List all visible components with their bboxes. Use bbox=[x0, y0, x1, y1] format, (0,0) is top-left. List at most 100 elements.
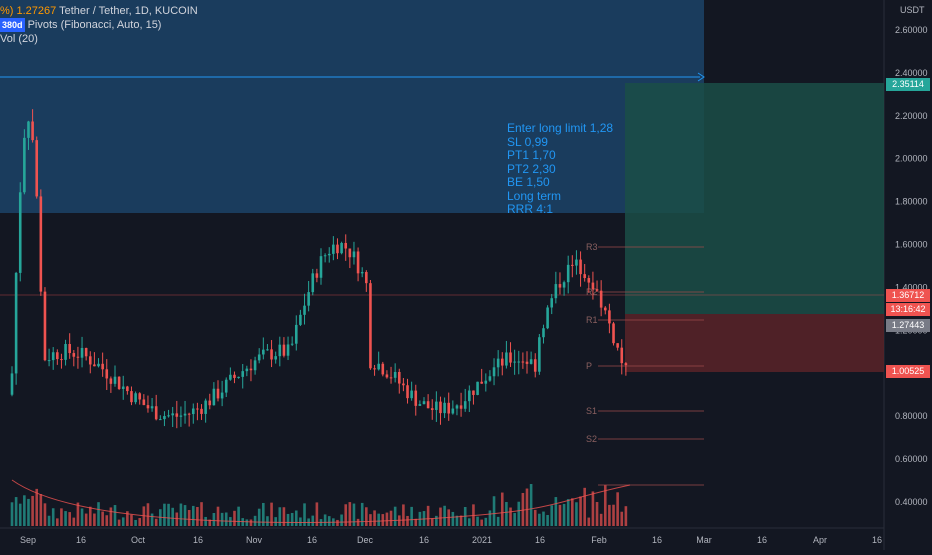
candle-body bbox=[476, 381, 479, 395]
volume-bar bbox=[60, 508, 63, 526]
candle-body bbox=[204, 400, 207, 414]
candle-body bbox=[369, 283, 372, 369]
volume-bar bbox=[274, 517, 277, 526]
candle-body bbox=[480, 381, 483, 384]
volume-bar bbox=[550, 505, 554, 526]
candle-body bbox=[183, 413, 187, 416]
candle-body bbox=[443, 402, 446, 414]
candle-body bbox=[315, 273, 319, 278]
candle-body bbox=[542, 328, 545, 338]
candle-body bbox=[451, 408, 455, 414]
symbol-title-row[interactable]: %) 1.27267 Tether / Tether, 1D, KUCOIN bbox=[0, 4, 198, 18]
candle-body bbox=[241, 371, 245, 377]
candle-body bbox=[533, 359, 537, 372]
candle-body bbox=[488, 376, 492, 381]
volume-bar bbox=[196, 507, 199, 526]
candle-body bbox=[253, 360, 257, 371]
trade-plan-annotation[interactable]: Enter long limit 1,28 SL 0,99 PT1 1,70 P… bbox=[507, 121, 613, 217]
volume-bar bbox=[521, 492, 525, 526]
candle-body bbox=[224, 379, 228, 393]
volume-bar bbox=[224, 512, 228, 526]
candle-body bbox=[612, 323, 615, 344]
volume-bar bbox=[84, 513, 88, 526]
pivot-label: S1 bbox=[586, 406, 597, 416]
pivot-label: R3 bbox=[586, 242, 598, 252]
volume-bar bbox=[249, 519, 253, 526]
volume-bar bbox=[183, 505, 187, 526]
volume-bar bbox=[393, 506, 397, 526]
candle-body bbox=[97, 363, 100, 367]
volume-bar bbox=[389, 510, 393, 526]
volume-bar bbox=[558, 504, 562, 526]
price-tick-label: 2.00000 bbox=[895, 154, 928, 164]
candle-body bbox=[459, 405, 463, 409]
volume-bar bbox=[365, 507, 368, 526]
volume-bar bbox=[216, 506, 220, 526]
indicator-row[interactable]: 380d Pivots (Fibonacci, Auto, 15) bbox=[0, 18, 198, 32]
candle-body bbox=[587, 278, 591, 283]
volume-bar bbox=[278, 507, 282, 526]
candle-body bbox=[294, 324, 298, 344]
candle-body bbox=[583, 274, 586, 279]
volume-bar bbox=[237, 506, 240, 526]
candle-body bbox=[336, 244, 339, 254]
candle-body bbox=[603, 307, 607, 311]
volume-bar bbox=[262, 502, 265, 526]
volume-bar bbox=[134, 519, 137, 526]
candle-body bbox=[179, 415, 183, 417]
candle-body bbox=[323, 255, 327, 257]
candle-body bbox=[72, 353, 76, 357]
candle-body bbox=[163, 416, 166, 420]
candle-body bbox=[608, 310, 611, 324]
symbol-title-prefix: %) 1.27267 bbox=[0, 5, 57, 17]
candle-body bbox=[31, 121, 34, 141]
volume-bar bbox=[525, 488, 529, 526]
candle-body bbox=[68, 344, 71, 354]
volume-bar bbox=[39, 494, 43, 526]
volume-bar bbox=[529, 484, 533, 526]
candle-body bbox=[105, 369, 109, 379]
candle-body bbox=[521, 361, 525, 363]
volume-bar bbox=[23, 495, 26, 526]
candle-body bbox=[208, 400, 212, 406]
volume-bar bbox=[476, 516, 479, 526]
time-tick-label: Mar bbox=[696, 535, 712, 545]
volume-bar bbox=[51, 508, 55, 526]
volume-bar bbox=[360, 502, 364, 526]
volume-bar bbox=[68, 512, 71, 526]
candle-body bbox=[167, 415, 170, 417]
candle-body bbox=[159, 419, 162, 421]
volume-bar bbox=[212, 512, 216, 526]
candle-body bbox=[200, 408, 203, 414]
candle-body bbox=[591, 282, 595, 290]
candle-body bbox=[245, 368, 249, 372]
volume-bar bbox=[117, 519, 121, 526]
volume-bar bbox=[451, 511, 455, 526]
price-tick-label: 1.80000 bbox=[895, 197, 928, 207]
volume-bar bbox=[352, 503, 356, 526]
volume-bar bbox=[603, 485, 607, 526]
volume-bar bbox=[591, 491, 595, 526]
candle-body bbox=[14, 272, 18, 374]
candle-body bbox=[439, 401, 442, 414]
volume-bar bbox=[426, 505, 430, 526]
time-tick-label: 16 bbox=[757, 535, 767, 545]
candle-body bbox=[307, 292, 310, 306]
candle-body bbox=[216, 388, 220, 399]
volume-row[interactable]: Vol (20) bbox=[0, 32, 198, 46]
volume-bar bbox=[171, 507, 174, 526]
candle-body bbox=[599, 290, 603, 308]
candle-body bbox=[142, 399, 146, 406]
candle-body bbox=[10, 373, 14, 395]
volume-bar bbox=[443, 505, 446, 526]
price-tick-label: 2.60000 bbox=[895, 25, 928, 35]
candle-body bbox=[509, 352, 512, 363]
volume-bar bbox=[509, 507, 512, 526]
volume-bar bbox=[56, 518, 59, 526]
volume-bar bbox=[484, 517, 488, 526]
volume-bar bbox=[402, 504, 405, 526]
candle-body bbox=[76, 356, 80, 358]
volume-bar bbox=[121, 517, 125, 526]
